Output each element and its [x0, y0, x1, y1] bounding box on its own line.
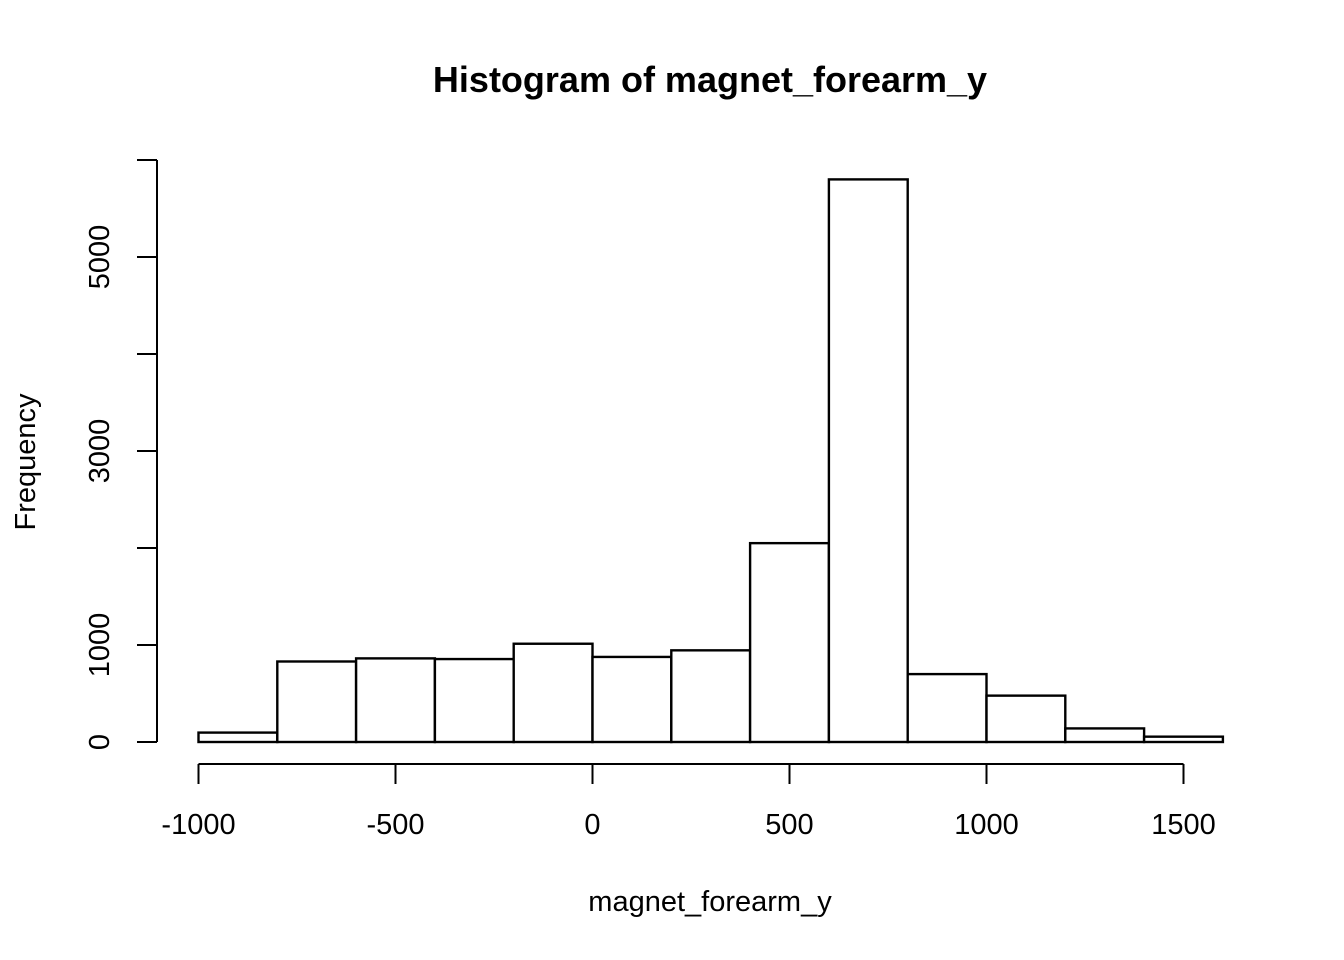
x-tick-label-4: 1000	[954, 809, 1019, 841]
chart-title: Histogram of magnet_forearm_y	[433, 59, 987, 100]
y-tick-label-1: 1000	[84, 613, 116, 678]
histogram-bar-8	[827, 178, 909, 744]
y-axis-label: Frequency	[10, 393, 42, 531]
bars-group	[197, 178, 1225, 744]
y-axis: 0 1000 3000 5000	[84, 159, 158, 750]
x-tick-label-3: 500	[765, 809, 813, 841]
x-axis: -1000 -500 0 500 1000 1500	[161, 763, 1216, 841]
histogram-bar-0	[197, 731, 279, 744]
x-tick-label-2: 0	[584, 809, 600, 841]
histogram-bar-2	[354, 657, 437, 744]
y-tick-label-0: 0	[84, 734, 116, 750]
histogram-bar-6	[670, 649, 752, 744]
histogram-bar-9	[906, 672, 988, 744]
y-tick-label-3: 3000	[84, 419, 116, 484]
y-tick-label-5: 5000	[84, 225, 116, 290]
histogram-bar-4	[512, 642, 594, 744]
histogram-bar-1	[276, 660, 358, 744]
histogram-bar-7	[748, 541, 831, 744]
histogram-bar-5	[591, 655, 673, 744]
x-tick-label-0: -1000	[161, 809, 235, 841]
histogram-bar-3	[433, 657, 515, 744]
histogram-bar-12	[1142, 735, 1225, 744]
histogram-bar-10	[985, 694, 1067, 744]
histogram-bar-11	[1064, 727, 1146, 744]
x-axis-label: magnet_forearm_y	[588, 886, 832, 918]
x-tick-label-5: 1500	[1151, 809, 1216, 841]
x-tick-label-1: -500	[366, 809, 424, 841]
